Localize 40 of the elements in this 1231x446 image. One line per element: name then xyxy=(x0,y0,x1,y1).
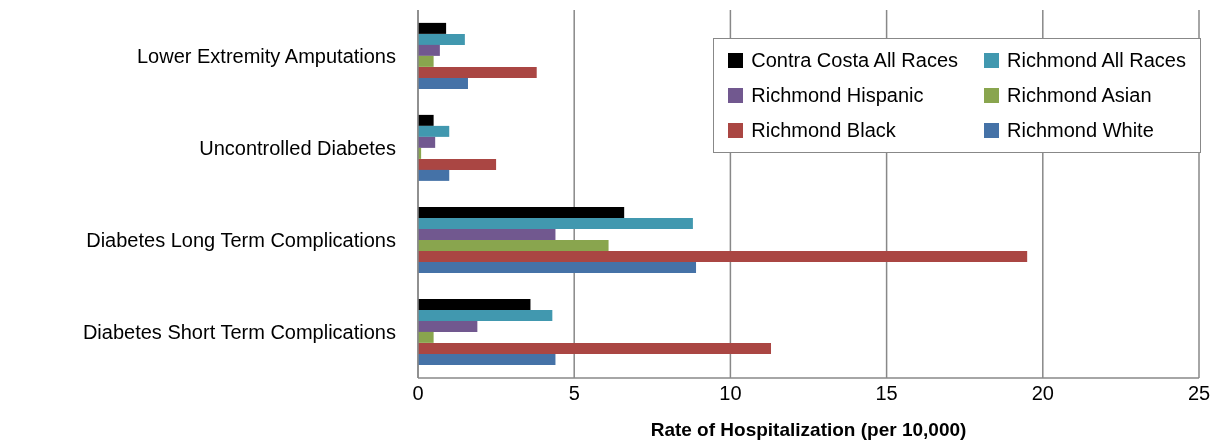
x-tick-label: 5 xyxy=(568,382,580,405)
bar xyxy=(418,114,434,126)
legend-label: Richmond Hispanic xyxy=(751,84,924,107)
y-tick-label: Lower Extremity Amputations xyxy=(137,45,396,68)
bar xyxy=(418,309,553,321)
bar xyxy=(418,22,447,34)
bar xyxy=(418,217,693,229)
x-tick-label: 15 xyxy=(875,382,898,405)
bar xyxy=(418,298,531,310)
legend-label: Richmond White xyxy=(1007,119,1154,142)
legend-label: Richmond Black xyxy=(751,119,896,142)
x-tick-label: 20 xyxy=(1031,382,1054,405)
x-tick-label: 0 xyxy=(412,382,424,405)
bar xyxy=(418,136,436,148)
x-tick-label: 25 xyxy=(1187,382,1211,405)
bar xyxy=(418,77,468,89)
legend-label: Richmond All Races xyxy=(1007,49,1186,72)
bar xyxy=(418,169,450,181)
legend-label: Richmond Asian xyxy=(1007,84,1152,107)
bar xyxy=(418,33,465,45)
bar xyxy=(418,158,497,170)
bar xyxy=(418,342,772,354)
bar xyxy=(418,44,440,56)
bar xyxy=(418,261,697,273)
bar xyxy=(418,55,434,67)
bar xyxy=(418,239,609,251)
bar xyxy=(418,206,625,218)
bar xyxy=(418,228,556,240)
y-tick-label: Uncontrolled Diabetes xyxy=(199,137,396,160)
bar xyxy=(418,331,434,343)
x-tick-label: 10 xyxy=(719,382,742,405)
bar xyxy=(418,250,1028,262)
y-tick-label: Diabetes Short Term Complications xyxy=(82,321,396,344)
bar xyxy=(418,125,450,137)
legend-label: Contra Costa All Races xyxy=(751,49,959,72)
bar xyxy=(418,320,478,332)
y-tick-label: Diabetes Long Term Complications xyxy=(86,229,396,252)
bar xyxy=(418,66,537,78)
x-axis-title: Rate of Hospitalization (per 10,000) xyxy=(650,419,967,440)
bar xyxy=(418,353,556,365)
